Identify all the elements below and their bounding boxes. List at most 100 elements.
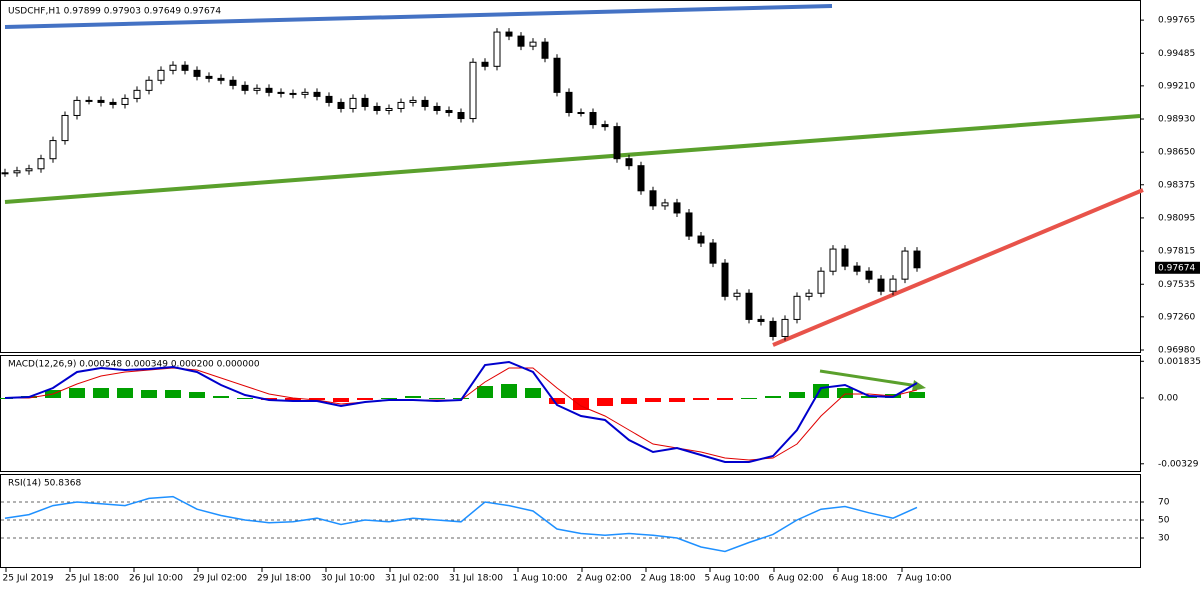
histogram-bar [333,398,349,402]
histogram-bar [477,386,493,398]
histogram-bar [165,390,181,398]
candle [325,95,333,103]
candle [265,87,273,93]
y-tick-label: 0.96980 [1158,345,1195,355]
candle [625,158,633,167]
candle [493,31,501,67]
candle [433,105,441,111]
rsi-title: RSI(14) 50.8368 [8,479,81,489]
candle [337,101,345,109]
histogram-bar [285,398,301,400]
candle [553,57,561,93]
histogram-bar [765,396,781,398]
histogram-bar [117,388,133,398]
candle [481,61,489,67]
candle [613,126,621,160]
candle [745,292,753,320]
price-tag [1155,261,1200,274]
candle [469,61,477,120]
candle [385,107,393,111]
candle [61,114,69,142]
histogram-bar [381,398,397,399]
candle [457,112,465,120]
candle [577,112,585,115]
x-tick-label: 31 Jul 02:00 [385,574,439,584]
candle [349,97,357,109]
candle [673,202,681,214]
candle [193,69,201,77]
candle [733,292,741,297]
price-tag-label: 0.97674 [1158,263,1195,273]
candle [169,64,177,71]
candle [361,97,369,107]
candle [157,69,165,81]
histogram-bar [621,398,637,404]
histogram-bar [645,398,661,402]
y-tick-label: 0.98095 [1158,213,1195,223]
candle [721,262,729,297]
histogram-bar [501,384,517,398]
candle [217,77,225,81]
candle [829,248,837,272]
histogram-bar [429,398,445,399]
y-tick-label: 0.99485 [1158,49,1195,59]
histogram-bar [909,392,925,398]
y-tick-label: 0.00 [1158,394,1178,404]
candle [301,91,309,95]
y-tick-label: 0.97815 [1158,247,1195,257]
candle [889,278,897,292]
histogram-bar [597,398,613,406]
candle [73,99,81,116]
x-tick-label: 2 Aug 18:00 [641,574,696,584]
x-tick-label: 1 Aug 10:00 [513,574,568,584]
candle [529,41,537,47]
candle [769,320,777,337]
x-tick-label: 29 Jul 02:00 [193,574,247,584]
histogram-bar [213,396,229,398]
x-tick-label: 31 Jul 18:00 [449,574,503,584]
histogram-bar [693,398,709,400]
candle [145,79,153,91]
trend-line-blue [4,4,833,29]
candle [757,318,765,322]
histogram-bar [405,396,421,398]
rsi-line [4,495,918,553]
histogram-bar [717,398,733,400]
y-tick-label: 0.97535 [1158,280,1195,290]
candle [589,112,597,126]
candle [421,99,429,107]
candle [397,101,405,109]
histogram-bar [573,398,589,410]
candle [1,172,9,175]
candle [313,91,321,97]
histogram-bar [237,398,253,399]
y-tick-label: 0.98930 [1158,115,1195,125]
x-tick-label: 25 Jul 18:00 [65,574,119,584]
histogram-bar [69,388,85,398]
candle [445,109,453,114]
x-tick-label: 5 Aug 10:00 [705,574,760,584]
x-tick-label: 6 Aug 02:00 [769,574,824,584]
candle [793,295,801,320]
y-tick-label: -0.00329 [1158,459,1199,469]
candle [877,278,885,292]
x-tick-label: 29 Jul 18:00 [257,574,311,584]
candle [901,250,909,280]
histogram-bar [741,398,757,399]
candle [13,170,21,174]
candle [133,89,141,99]
candle [661,202,669,207]
candle [85,99,93,102]
candle [229,79,237,86]
x-tick-label: 7 Aug 10:00 [897,574,952,584]
candle [697,235,705,244]
histogram-bar [141,390,157,398]
candle [709,242,717,264]
y-tick-label: 50 [1158,516,1170,526]
candle [373,105,381,111]
histogram-bar [357,398,373,400]
candle [505,31,513,37]
candle [289,92,297,95]
candle [865,270,873,280]
candle [649,190,657,207]
